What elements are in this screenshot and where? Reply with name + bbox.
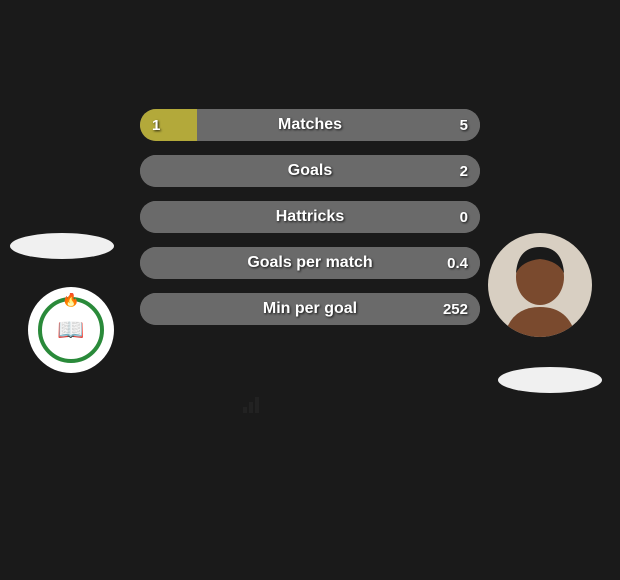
root-container: Abunamous vs Jonathan Viera Club competi… <box>0 0 620 580</box>
bar-value-right: 0.4 <box>447 247 468 279</box>
avatar-right-image <box>488 233 592 337</box>
stat-bar-row: Hattricks0 <box>140 201 480 233</box>
book-icon: 📖 <box>57 317 84 343</box>
club-crest-left: 📖 🔥 <box>34 293 108 367</box>
player-right-avatar <box>488 233 592 337</box>
bar-value-right: 252 <box>443 293 468 325</box>
stat-bar-row: Min per goal252 <box>140 293 480 325</box>
crest-inner: 📖 <box>48 307 94 353</box>
bar-label: Goals <box>140 155 480 187</box>
fctables-logo-icon <box>241 397 261 413</box>
bar-value-right: 0 <box>460 201 468 233</box>
bar-label: Goals per match <box>140 247 480 279</box>
club-badge-left: 📖 🔥 <box>28 287 114 373</box>
stats-area: 📖 🔥 Matches1 5 Goals2 Hattricks0 Goals per m… <box>0 109 620 369</box>
stat-bar-row: Goals2 <box>140 155 480 187</box>
bar-value-right: 2 <box>460 155 468 187</box>
bar-value-left: 1 <box>152 109 160 141</box>
bar-label: Hattricks <box>140 201 480 233</box>
stat-bar-row: Goals per match0.4 <box>140 247 480 279</box>
stat-bar-row: Matches1 5 <box>140 109 480 141</box>
stat-bars: Matches1 5 Goals2 Hattricks0 Goals per match… <box>140 109 480 339</box>
bar-value-right: 5 <box>460 109 468 141</box>
bar-label: Matches <box>140 109 480 141</box>
flame-icon: 🔥 <box>62 293 79 308</box>
player-left-oval <box>10 233 114 259</box>
bar-label: Min per goal <box>140 293 480 325</box>
player-right-oval <box>498 367 602 393</box>
